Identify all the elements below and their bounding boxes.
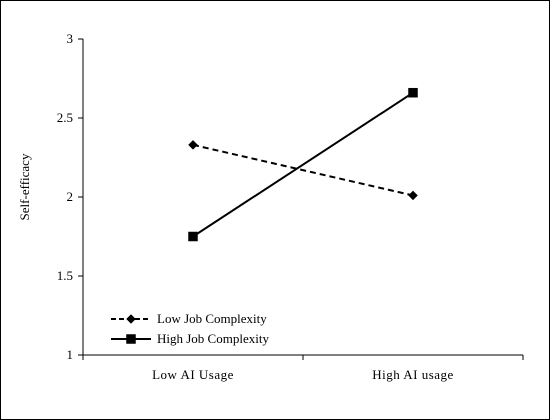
data-point bbox=[188, 231, 198, 242]
series-2 bbox=[188, 87, 418, 242]
legend-item: High Job Complexity bbox=[111, 331, 269, 346]
data-point bbox=[408, 190, 418, 201]
y-tick-label: 2 bbox=[67, 189, 74, 204]
y-tick-label: 1.5 bbox=[57, 268, 73, 283]
y-tick-label: 1 bbox=[67, 347, 74, 362]
legend-marker bbox=[126, 314, 136, 324]
y-tick-label: 2.5 bbox=[57, 110, 73, 125]
data-point bbox=[408, 87, 418, 98]
x-tick-label: High AI usage bbox=[372, 367, 454, 382]
series-line bbox=[192, 91, 414, 238]
axes: 1 1.5 2 2.5 3 Low AI Usage High AI usage bbox=[57, 31, 524, 382]
x-tick-label: Low AI Usage bbox=[152, 367, 234, 382]
y-tick-label: 3 bbox=[67, 31, 74, 46]
data-point bbox=[188, 140, 198, 150]
legend: Low Job Complexity High Job Complexity bbox=[111, 311, 269, 346]
series-line bbox=[192, 143, 414, 197]
series-layer bbox=[188, 87, 418, 242]
y-axis-label: Self-efficacy bbox=[17, 153, 32, 220]
legend-item: Low Job Complexity bbox=[111, 311, 267, 326]
series-1 bbox=[188, 140, 418, 201]
legend-label: High Job Complexity bbox=[157, 331, 269, 346]
legend-marker bbox=[126, 334, 136, 344]
legend-label: Low Job Complexity bbox=[157, 311, 267, 326]
